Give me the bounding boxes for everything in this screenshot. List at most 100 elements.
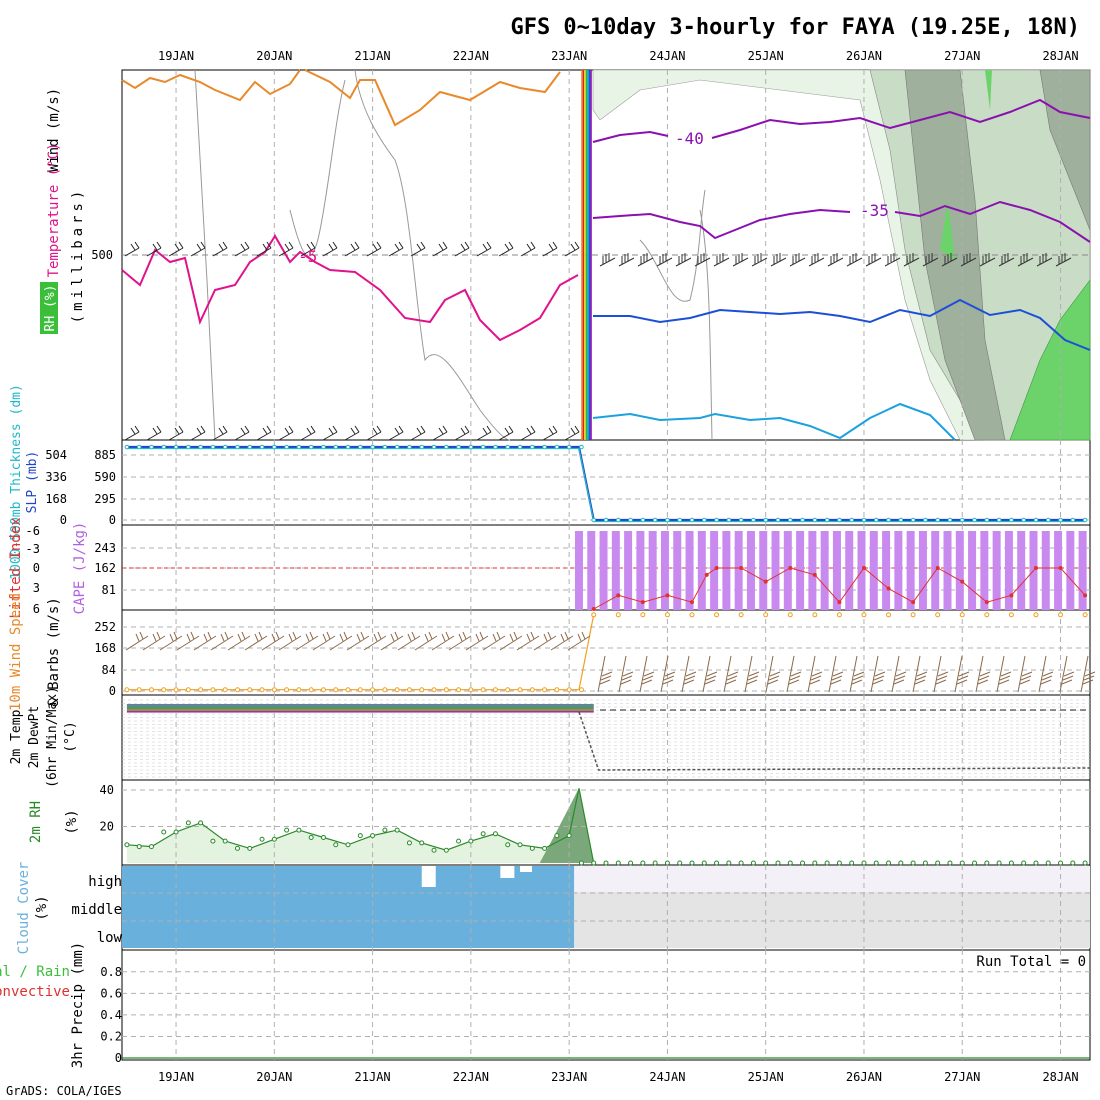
lifted-index-point (984, 600, 989, 605)
rh-legend-swatch (40, 282, 58, 334)
rh2m-point (615, 860, 621, 866)
thickness-point (800, 517, 805, 523)
lifted-index-point (763, 579, 768, 584)
wind-barb-flag (328, 243, 334, 251)
wind-barb-10m-strong (1017, 655, 1033, 693)
wind-barb-10m (142, 631, 166, 651)
wind-barb-10m (380, 631, 404, 651)
wind-barb-surface (542, 425, 558, 441)
wind-barb-flag (460, 243, 466, 251)
wind-barb-flag (548, 427, 554, 435)
wind-speed-point (1008, 612, 1014, 618)
rh2m-point (738, 860, 744, 866)
thickness-point (149, 444, 154, 450)
wind-speed-point (333, 687, 339, 693)
thickness-point (972, 517, 977, 523)
wind-speed-point (308, 687, 314, 693)
thickness-point (345, 444, 351, 450)
wind-barb-flag (548, 243, 554, 251)
wind-speed-point (320, 687, 326, 693)
temp-line-cyan (592, 402, 956, 441)
rh2m-point (1058, 860, 1064, 866)
wind-barb-flag (552, 425, 558, 433)
ylabel-millibars: (millibars) (70, 187, 86, 324)
rh2m-point (394, 827, 400, 833)
rh2m-point (333, 842, 339, 848)
wind-barb-10m (414, 631, 438, 651)
wind-barb-500-strong (998, 253, 1015, 267)
rh2m-point (161, 829, 167, 835)
lifted-index-point (739, 566, 744, 570)
date-label-top: 23JAN (551, 49, 587, 63)
wind-barb-flag (464, 425, 470, 433)
chart-title: GFS 0~10day 3-hourly for FAYA (19.25E, 1… (510, 15, 1080, 40)
cape-bar (1054, 531, 1063, 610)
wind-barb-flag (152, 427, 158, 435)
cape-bar (648, 531, 657, 610)
rh2m-point (1070, 860, 1076, 866)
wind-barb-10m (533, 631, 557, 651)
ytick-lifted: -3 (26, 542, 40, 556)
rh2m-point (1021, 860, 1027, 866)
rh2m-point (910, 860, 916, 866)
thickness-point (689, 517, 695, 523)
rh2m-point (836, 860, 842, 866)
wind-barb-surface (278, 425, 294, 441)
rh2m-point (419, 840, 425, 846)
ylabel-precip: 3hr Precip (mm) (70, 942, 86, 1068)
wind-barb-flag (574, 241, 580, 249)
wind-speed-point (480, 687, 486, 693)
wind-barb-500 (454, 241, 470, 257)
wind-barb-shaft (476, 247, 492, 257)
ytick-lifted: 0 (33, 561, 40, 575)
cape-bar (574, 531, 583, 610)
wind-barb-flag (240, 243, 246, 251)
cape-bar (673, 531, 682, 610)
wind-barb-surface (256, 425, 272, 441)
ylabel-temp2m: (°C) (63, 721, 78, 752)
thickness-point (726, 517, 732, 523)
ytick-thickness: 504 (45, 448, 67, 462)
wind-barb-10m (244, 631, 268, 651)
wind-barb-surface (432, 425, 448, 441)
cloud-gap (500, 866, 515, 878)
wind-speed-point (959, 612, 965, 618)
wind-barb-flag (552, 241, 558, 249)
cape-bar (599, 531, 608, 610)
rh2m-point (603, 860, 609, 866)
date-label-bottom: 26JAN (846, 1070, 882, 1084)
thickness-point (173, 444, 179, 450)
thickness-point (198, 444, 203, 450)
wind-barb-10m-strong (618, 655, 634, 693)
wind-barb-500 (168, 241, 184, 257)
rh-contour (699, 209, 713, 441)
thickness-point (738, 517, 744, 523)
wind-barb-500 (146, 241, 162, 257)
wind-barb-500-strong (751, 253, 768, 267)
rh-contour (289, 79, 346, 257)
date-label-bottom: 25JAN (748, 1070, 784, 1084)
cloud-high-bg (574, 866, 1090, 892)
wind-barb-shaft (322, 247, 338, 257)
wind-barb-shaft (146, 247, 162, 257)
wind-barb-flag (416, 427, 422, 435)
thickness-point (652, 517, 658, 523)
isotherm-minus35 (592, 208, 851, 240)
rh2m-point (124, 842, 130, 848)
rh2m-point (1008, 860, 1014, 866)
wind-speed-point (664, 612, 670, 618)
temp2m-line-after (578, 711, 1091, 771)
wind-speed-point (124, 687, 130, 693)
wind-speed-point (148, 687, 154, 693)
wind-barb-shaft (542, 247, 558, 257)
wind-barb-500-strong (599, 253, 616, 267)
rh2m-point (812, 860, 818, 866)
wind-barb-flag (504, 243, 510, 251)
wind-speed-point (198, 687, 204, 693)
ylabel-wind-barbs: & Barbs (m/s) (46, 597, 62, 707)
wind-barb-500-strong (1017, 253, 1034, 267)
wind-barb-10m (176, 631, 200, 651)
ylabel-wind: Wind (m/s) (46, 88, 62, 172)
wind-barb-500 (432, 241, 448, 257)
wind-barb-flag (438, 427, 444, 435)
